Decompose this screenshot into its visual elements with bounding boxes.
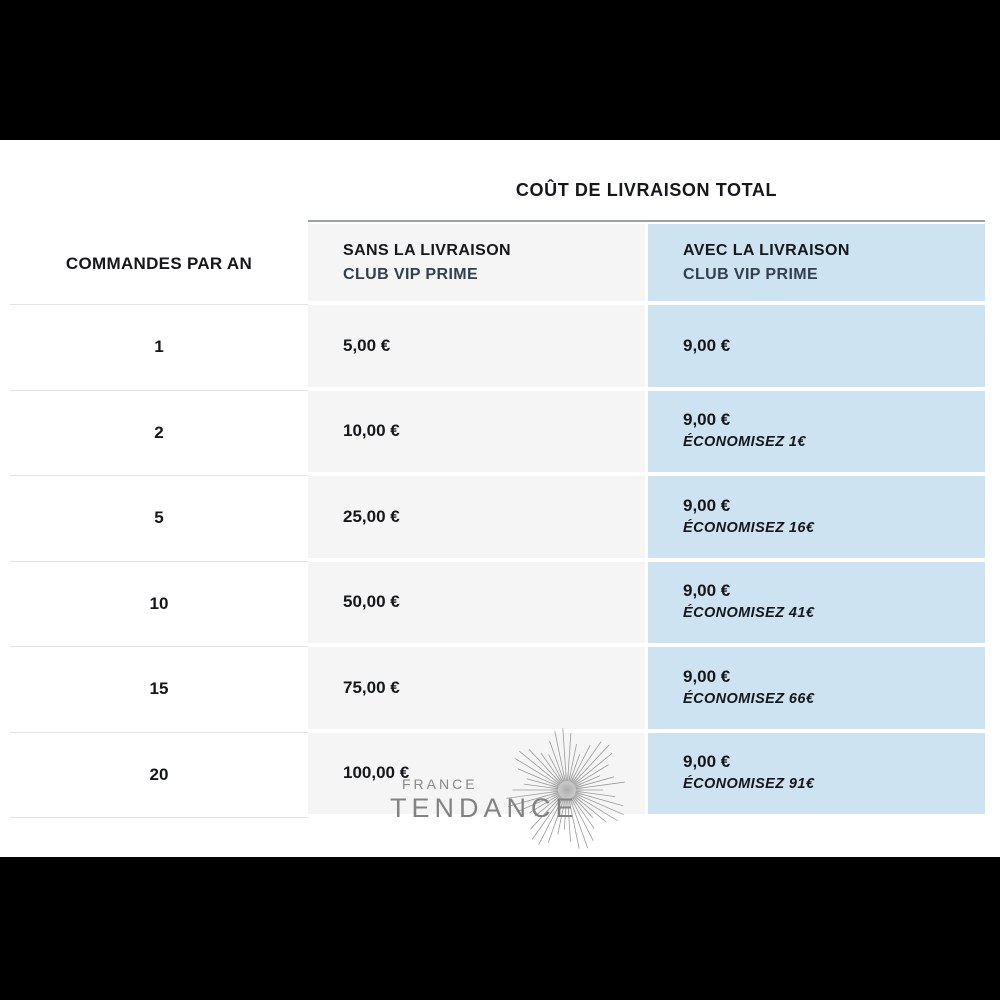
price-with-club: 9,00 €: [683, 410, 731, 430]
price-without-club-cell: 5,00 €: [308, 305, 645, 391]
price-without-club: 25,00 €: [343, 506, 400, 526]
starburst-icon: [503, 726, 631, 854]
price-without-club: 50,00 €: [343, 592, 400, 612]
savings-note: ÉCONOMISEZ 1€: [683, 434, 806, 451]
top-letterbox-bar: [0, 0, 1000, 140]
brand-name-main: TENDANCE: [390, 793, 579, 823]
orders-value-cell: 10: [10, 561, 308, 647]
brand-logo: FRANCE TENDANCE: [390, 776, 579, 823]
table-row: 10 50,00 € 9,00 € ÉCONOMISEZ 41€: [10, 561, 985, 647]
savings-note: ÉCONOMISEZ 16€: [683, 519, 815, 536]
orders-value-cell: 1: [10, 305, 308, 391]
orders-value: 10: [149, 593, 169, 613]
price-with-club-cell: 9,00 € ÉCONOMISEZ 91€: [648, 732, 985, 818]
price-with-club-cell: 9,00 € ÉCONOMISEZ 16€: [648, 476, 985, 562]
price-with-club: 9,00 €: [683, 666, 731, 686]
without-club-header-line1: SANS LA LIVRAISON: [343, 241, 511, 259]
price-with-club-cell: 9,00 € ÉCONOMISEZ 41€: [648, 561, 985, 647]
price-without-club-cell: 75,00 €: [308, 647, 645, 733]
table-row: 2 10,00 € 9,00 € ÉCONOMISEZ 1€: [10, 390, 985, 476]
savings-note: ÉCONOMISEZ 91€: [683, 776, 815, 793]
orders-value-cell: 20: [10, 732, 308, 818]
without-club-header-line2: CLUB VIP PRIME: [343, 265, 479, 283]
bottom-letterbox-bar: [0, 857, 1000, 1000]
orders-value: 15: [149, 679, 169, 699]
table-row: 5 25,00 € 9,00 € ÉCONOMISEZ 16€: [10, 476, 985, 562]
with-club-header-line1: AVEC LA LIVRAISON: [683, 241, 850, 259]
column-header-with-club: AVEC LA LIVRAISON CLUB VIP PRIME: [648, 224, 985, 305]
price-without-club: 75,00 €: [343, 677, 400, 697]
orders-value-cell: 15: [10, 647, 308, 733]
orders-value: 1: [154, 337, 164, 357]
price-with-club: 9,00 €: [683, 495, 731, 515]
orders-value: 5: [154, 508, 164, 528]
orders-value: 20: [149, 764, 169, 784]
orders-header-label: COMMANDES PAR AN: [65, 254, 253, 273]
price-with-club: 9,00 €: [683, 752, 731, 772]
orders-value: 2: [154, 422, 164, 442]
price-with-club-cell: 9,00 €: [648, 305, 985, 391]
column-header-orders: COMMANDES PAR AN: [10, 224, 308, 305]
price-without-club: 5,00 €: [343, 335, 391, 355]
price-without-club: 10,00 €: [343, 421, 400, 441]
orders-value-cell: 2: [10, 390, 308, 476]
savings-note: ÉCONOMISEZ 41€: [683, 605, 815, 622]
table-header-row: COMMANDES PAR AN SANS LA LIVRAISON CLUB …: [10, 224, 985, 305]
table-row: 1 5,00 € 9,00 €: [10, 305, 985, 391]
table-row: 15 75,00 € 9,00 € ÉCONOMISEZ 66€: [10, 647, 985, 733]
table-row: 20 100,00 € 9,00 € ÉCONOMISEZ 91€: [10, 732, 985, 818]
column-header-without-club: SANS LA LIVRAISON CLUB VIP PRIME: [308, 224, 645, 305]
price-without-club: 100,00 €: [343, 763, 410, 783]
with-club-header-line2: CLUB VIP PRIME: [683, 265, 819, 283]
pricing-table: COMMANDES PAR AN SANS LA LIVRAISON CLUB …: [10, 224, 985, 818]
orders-value-cell: 5: [10, 476, 308, 562]
price-with-club: 9,00 €: [683, 581, 731, 601]
price-without-club-cell: 10,00 €: [308, 390, 645, 476]
price-with-club-cell: 9,00 € ÉCONOMISEZ 66€: [648, 647, 985, 733]
header-top-rule: [308, 220, 985, 222]
price-with-club: 9,00 €: [683, 335, 731, 355]
chart-title: COÛT DE LIVRAISON TOTAL: [515, 180, 778, 200]
savings-note: ÉCONOMISEZ 66€: [683, 690, 815, 707]
price-with-club-cell: 9,00 € ÉCONOMISEZ 1€: [648, 390, 985, 476]
price-without-club-cell: 100,00 €: [308, 732, 645, 818]
brand-name-top: FRANCE: [402, 776, 478, 792]
price-without-club-cell: 50,00 €: [308, 561, 645, 647]
price-without-club-cell: 25,00 €: [308, 476, 645, 562]
